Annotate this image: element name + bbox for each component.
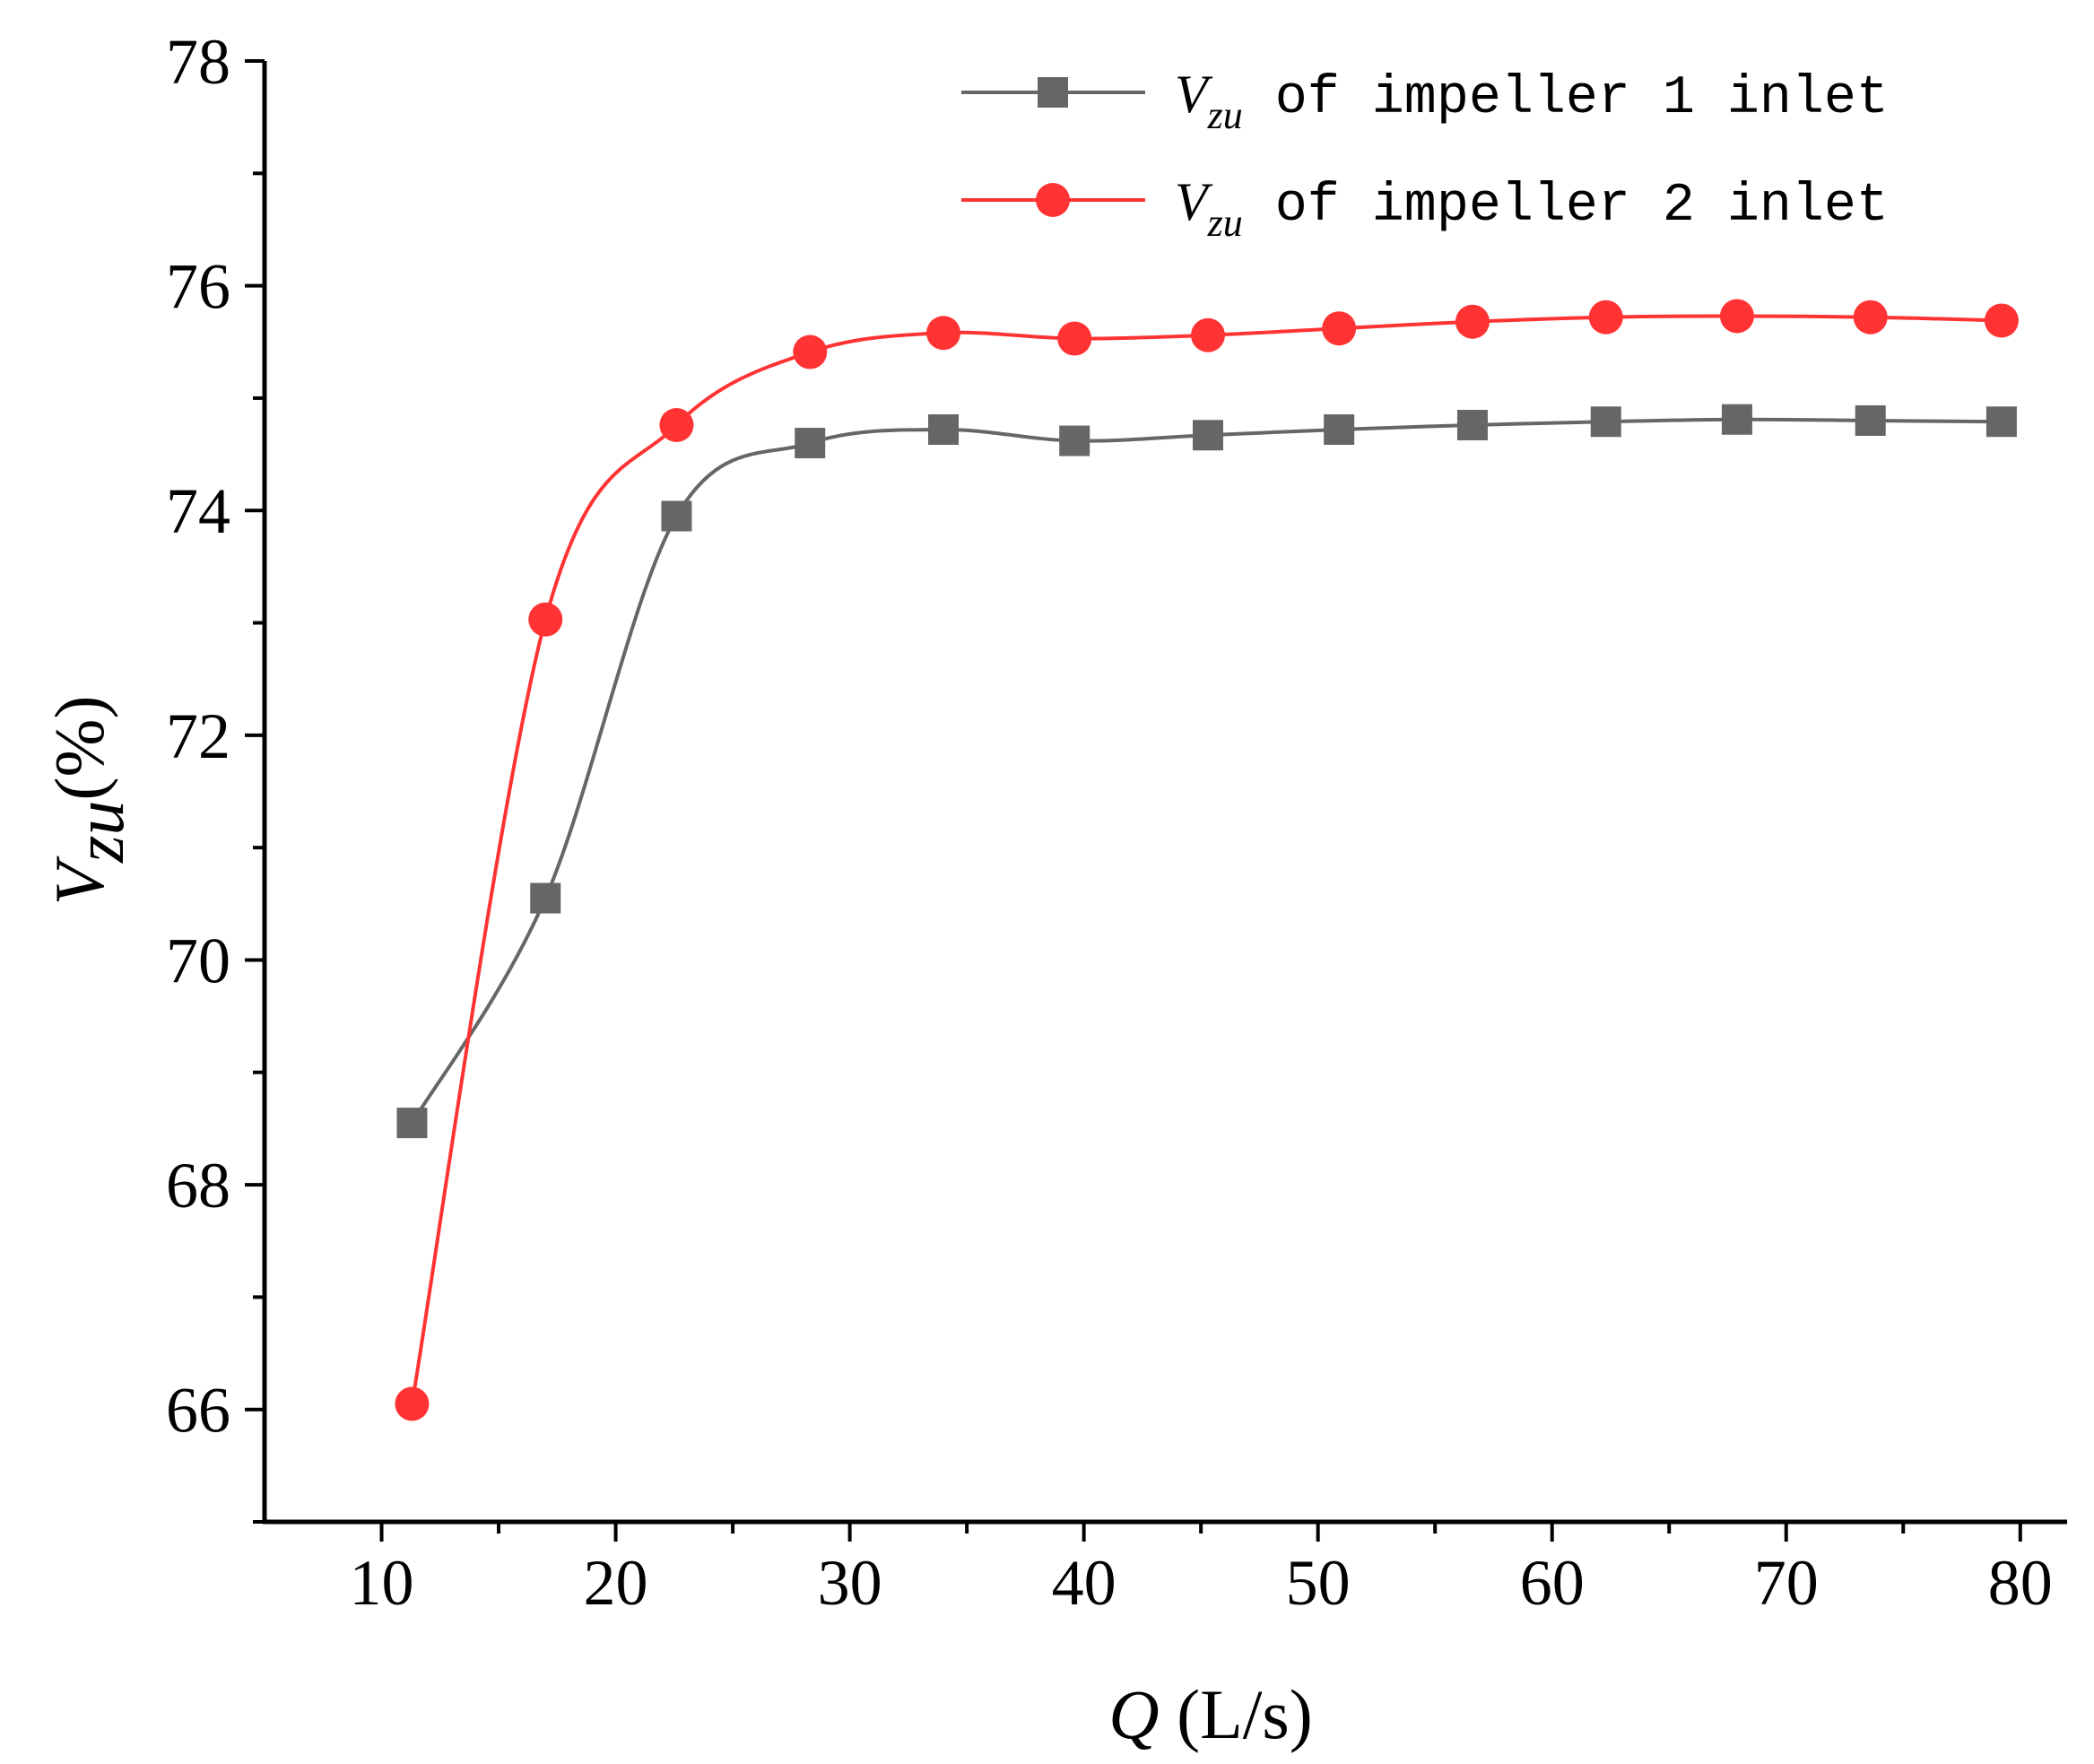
- y-tick-label: 66: [166, 1375, 230, 1447]
- series-1-point: [1456, 409, 1488, 440]
- series-2-point: [1190, 317, 1225, 352]
- x-axis-var: Q: [1108, 1675, 1159, 1753]
- legend-rest: of impeller 1 inlet: [1243, 68, 1889, 129]
- legend-sub: zu: [1207, 201, 1243, 245]
- series-1-point: [661, 500, 692, 532]
- y-tick-label: 74: [166, 475, 230, 547]
- legend-label: Vzu of impeller 1 inlet: [1175, 65, 1889, 137]
- series-1-point: [1985, 406, 2017, 438]
- y-tick-label: 70: [166, 925, 230, 996]
- y-tick-label: 68: [166, 1150, 230, 1221]
- series-2-point: [1057, 321, 1092, 356]
- series-1-line: [410, 417, 2002, 1125]
- x-axis-unit: (L/s): [1160, 1675, 1313, 1753]
- plot-area: [395, 299, 2019, 1421]
- axes: 66 68 70 72 74 76 78 10 20 30 40 50 60 70 80: [166, 26, 2067, 1619]
- series-2-line: [410, 314, 2002, 1404]
- x-axis-title: Q (L/s): [1108, 1675, 1312, 1753]
- series-1-point: [1324, 414, 1355, 446]
- series-1-point: [928, 414, 960, 446]
- series-1-point: [1192, 420, 1223, 451]
- series-2-point: [1984, 303, 2019, 338]
- series-2-point: [1719, 299, 1754, 334]
- x-tick-label: 60: [1520, 1547, 1585, 1619]
- series-1-point: [795, 428, 826, 459]
- y-tick-label: 72: [166, 700, 230, 772]
- x-tick-label: 20: [584, 1547, 648, 1619]
- legend-marker: [1038, 77, 1068, 108]
- y-tick-label: 78: [166, 26, 230, 98]
- x-tick-label: 10: [350, 1547, 414, 1619]
- x-tick-label: 50: [1286, 1547, 1351, 1619]
- series-1-point: [530, 882, 561, 914]
- y-axis-title: Vzu(%): [40, 696, 138, 906]
- series-2-point: [1853, 300, 1888, 335]
- legend-marker: [1036, 183, 1070, 217]
- y-tick-label: 76: [166, 251, 230, 323]
- series-1-point: [1590, 406, 1621, 438]
- series-2-point: [528, 602, 563, 637]
- series-1-point: [1059, 425, 1090, 456]
- x-tick-label: 40: [1052, 1547, 1117, 1619]
- legend-var: V: [1175, 172, 1213, 231]
- series-2-point: [659, 407, 694, 442]
- legend-sub: zu: [1207, 93, 1243, 137]
- series-1-point: [1855, 404, 1886, 436]
- series-2-point: [395, 1386, 430, 1421]
- y-axis-unit: (%): [40, 696, 118, 801]
- series-2-point: [926, 316, 961, 351]
- series-1-point: [396, 1108, 428, 1139]
- series-1-point: [1721, 404, 1752, 435]
- legend-label: Vzu of impeller 2 inlet: [1175, 172, 1889, 245]
- series-2-point: [1588, 300, 1623, 335]
- axis-titles: Q (L/s) Vzu(%): [40, 696, 1313, 1753]
- x-tick-label: 70: [1754, 1547, 1819, 1619]
- y-axis-sub: zu: [60, 800, 138, 863]
- series-2-point: [1322, 311, 1357, 346]
- legend-rest: of impeller 2 inlet: [1243, 176, 1889, 237]
- legend-var: V: [1175, 65, 1213, 124]
- series-2-point: [1455, 304, 1490, 339]
- x-tick-label: 80: [1988, 1547, 2053, 1619]
- x-tick-label: 30: [818, 1547, 882, 1619]
- series-2-point: [793, 335, 828, 369]
- y-axis-var: V: [40, 855, 118, 905]
